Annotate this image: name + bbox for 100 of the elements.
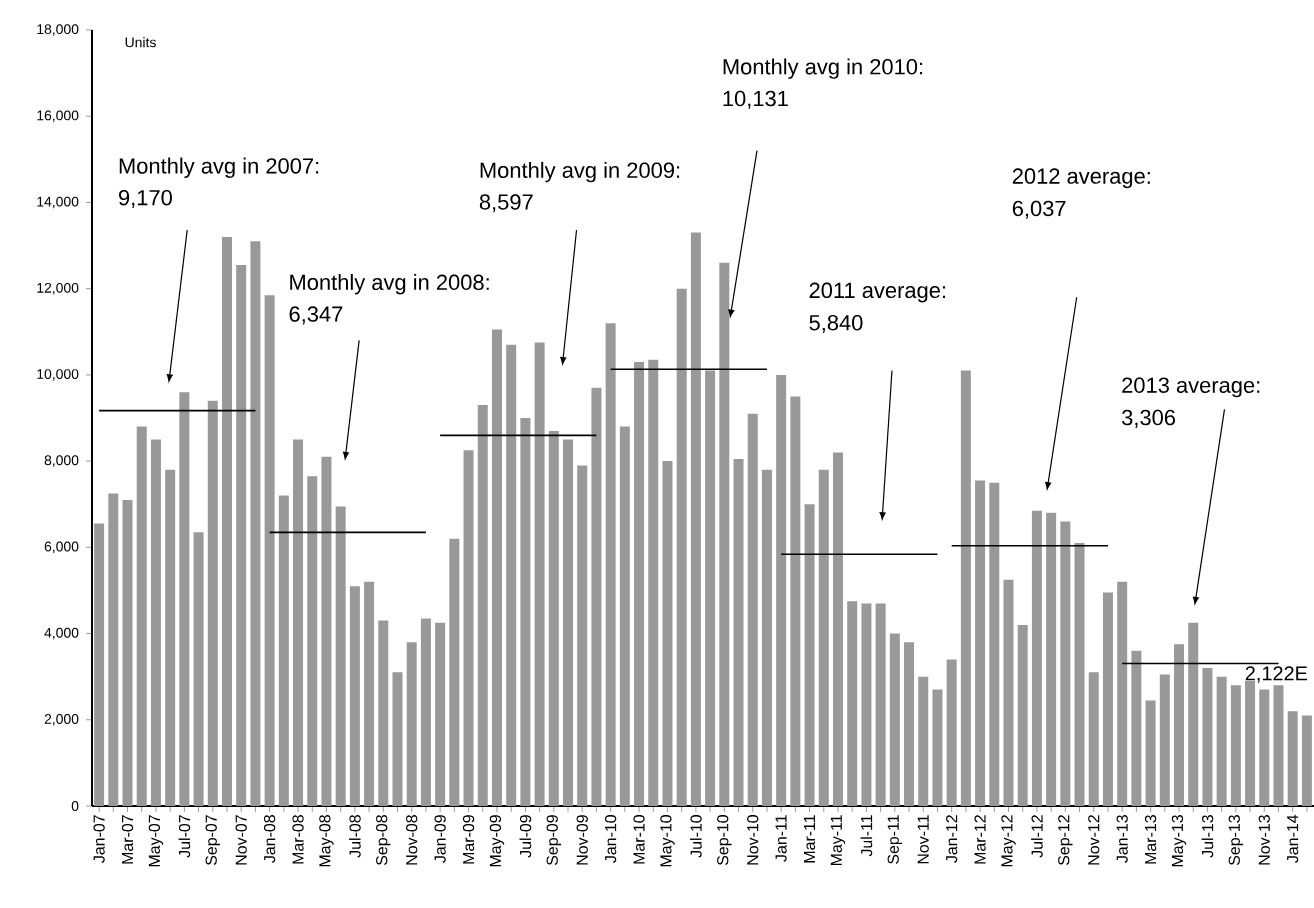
- bar: [662, 461, 673, 806]
- annotation: 6,347: [289, 306, 343, 325]
- bar: [165, 469, 176, 806]
- bar: [364, 581, 375, 806]
- bar: [122, 499, 133, 806]
- bar: [108, 493, 119, 806]
- annotation: 2013 average:: [1122, 377, 1260, 398]
- bar: [1216, 676, 1227, 806]
- bar: [1003, 579, 1014, 806]
- bar: [207, 400, 218, 806]
- bar: [1273, 685, 1284, 806]
- bar: [1230, 685, 1241, 806]
- bar: [1245, 680, 1256, 806]
- bar: [378, 620, 389, 806]
- annotation: 8,597: [479, 194, 533, 213]
- annotation: Monthly avg in 2009:: [480, 161, 680, 183]
- bar: [250, 241, 261, 806]
- bar: [136, 426, 147, 806]
- bar: [435, 622, 446, 806]
- bar: [832, 452, 843, 806]
- bar: [1301, 715, 1312, 806]
- bar: [278, 495, 289, 806]
- bar: [676, 288, 687, 806]
- bar: [193, 532, 204, 806]
- bar: [1174, 644, 1185, 806]
- bar: [790, 396, 801, 806]
- bar: [534, 342, 545, 806]
- bar: [946, 659, 957, 806]
- bar: [321, 456, 332, 806]
- bar: [1202, 668, 1213, 806]
- bar: [1046, 512, 1057, 806]
- annotation: 9,170: [119, 189, 172, 209]
- bar: [960, 370, 971, 806]
- bar: [705, 370, 716, 806]
- annotation: 6,037: [1012, 200, 1066, 219]
- bar: [1287, 711, 1298, 806]
- bar: [847, 601, 858, 806]
- bar: [1102, 592, 1113, 806]
- bar: [335, 506, 346, 806]
- bar: [577, 465, 588, 806]
- bar: [264, 295, 275, 806]
- bar: [875, 603, 886, 806]
- bar: [690, 232, 701, 806]
- bar: [1031, 510, 1042, 806]
- bar: [861, 603, 872, 806]
- annotation: Monthly avg in 2008:: [290, 273, 489, 295]
- bar: [776, 374, 787, 806]
- bar: [1159, 674, 1170, 806]
- bar: [932, 689, 943, 806]
- bar: [477, 405, 488, 806]
- annotation: 2012 average:: [1012, 168, 1150, 189]
- bar: [1117, 581, 1128, 806]
- annotation: 2011 average:: [809, 282, 946, 303]
- bar: [307, 476, 318, 806]
- bar: [634, 361, 645, 806]
- bar: [520, 417, 531, 806]
- annotation: 5,840: [809, 314, 863, 334]
- bar: [563, 439, 574, 806]
- bar: [1074, 543, 1085, 806]
- bar: [406, 642, 417, 806]
- bar: [989, 482, 1000, 806]
- bar: [918, 676, 929, 806]
- annotation: 2,122E: [1245, 666, 1308, 683]
- annotation: 3,306: [1122, 409, 1176, 428]
- bar: [904, 642, 915, 806]
- bar: [804, 504, 815, 806]
- bar: [221, 236, 232, 806]
- bar: [619, 426, 630, 806]
- bar: [1088, 672, 1099, 806]
- bar: [293, 439, 304, 806]
- bar: [491, 329, 502, 806]
- bar: [605, 323, 616, 806]
- bar: [719, 262, 730, 806]
- bar: [747, 413, 758, 806]
- bar: [449, 538, 460, 806]
- bar: [975, 480, 986, 806]
- bar: [1017, 624, 1028, 806]
- bar: [1145, 700, 1156, 806]
- bar: [236, 264, 247, 806]
- bar: [420, 618, 431, 806]
- bar: [889, 633, 900, 806]
- bar: [761, 469, 772, 806]
- bar: [1060, 521, 1071, 806]
- bar: [392, 672, 403, 806]
- annotation: 10,131: [723, 90, 788, 109]
- bar: [506, 344, 517, 806]
- bar: [349, 586, 360, 806]
- bar: [818, 469, 829, 806]
- bar: [1188, 622, 1199, 806]
- bar: [150, 439, 161, 806]
- bar: [1131, 650, 1142, 806]
- bar: [94, 523, 105, 806]
- annotation: Monthly avg in 2010:: [723, 58, 923, 79]
- bar: [648, 359, 659, 806]
- bar: [463, 450, 474, 806]
- bar: [548, 430, 559, 806]
- bar: [591, 387, 602, 806]
- bar: [733, 458, 744, 806]
- bar: [179, 392, 190, 806]
- annotation: Monthly avg in 2007:: [119, 157, 319, 178]
